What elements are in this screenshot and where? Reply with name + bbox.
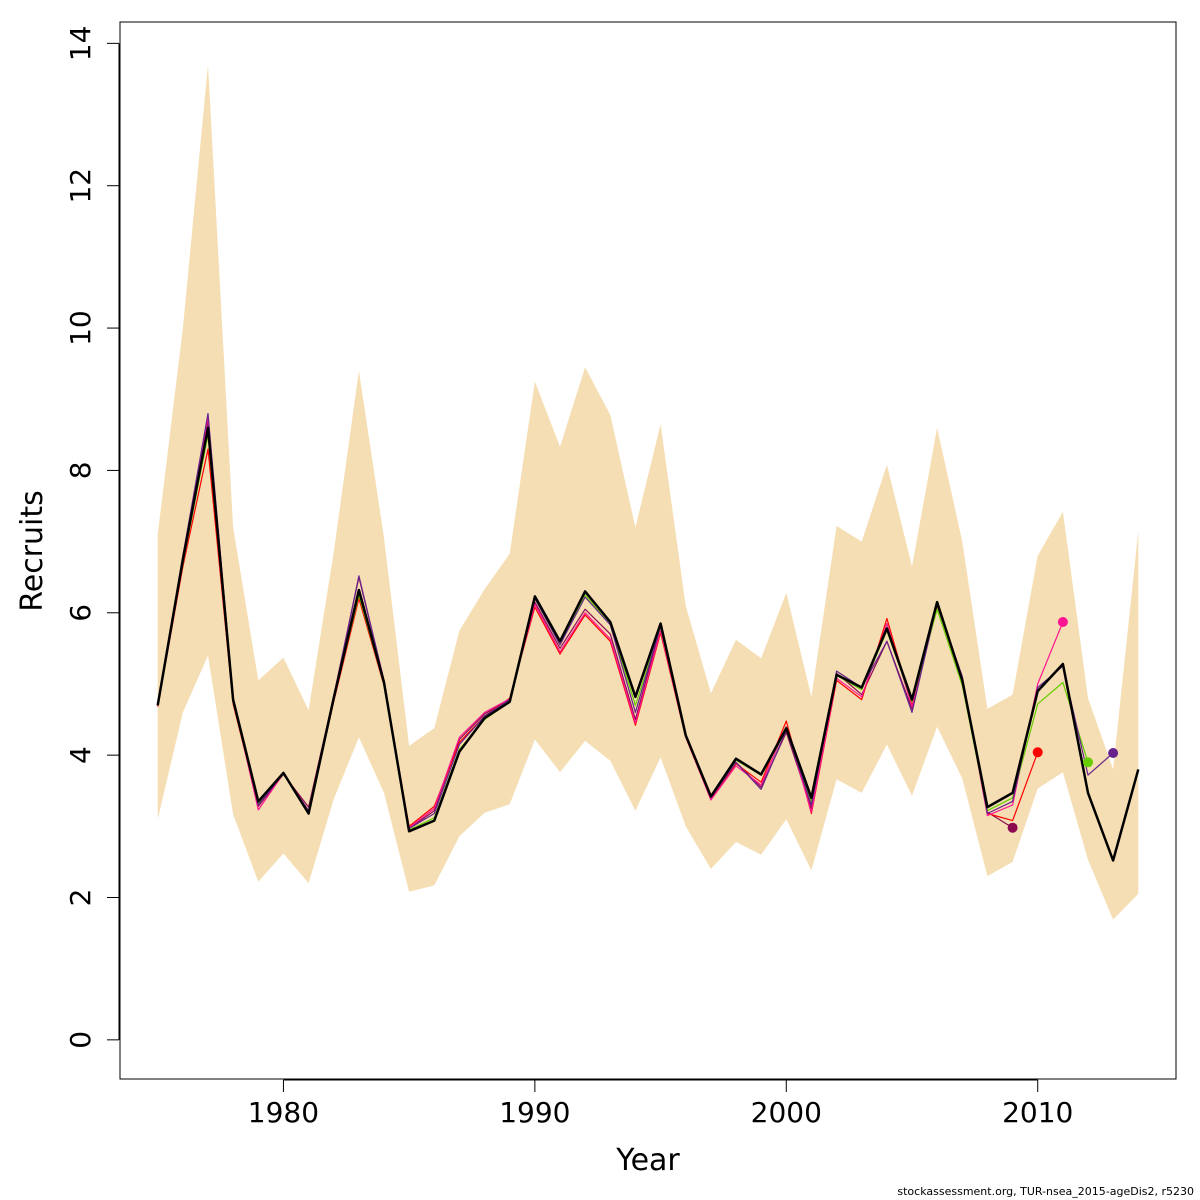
- y-tick-label: 6: [64, 604, 97, 622]
- x-tick-label: 1990: [499, 1096, 570, 1129]
- footer-credit: stockassessment.org, TUR-nsea_2015-ageDi…: [897, 1185, 1194, 1198]
- x-axis-title: Year: [615, 1143, 680, 1178]
- x-tick-label: 2010: [1002, 1096, 1073, 1129]
- y-tick-label: 12: [64, 168, 97, 204]
- series-endpoint-2010: [1032, 747, 1043, 758]
- series-line-2014: [156, 426, 1140, 862]
- series-endpoint-2009: [1007, 822, 1018, 833]
- series-line-2009: [157, 420, 1013, 830]
- series-endpoint-2011: [1057, 617, 1068, 627]
- series-endpoint-2012: [1083, 757, 1093, 768]
- confidence-band: [157, 64, 1139, 920]
- y-axis: 0 2 4 6 8 10 12 14: [64, 26, 120, 1049]
- x-tick-label: 2000: [751, 1096, 822, 1129]
- x-axis: 1980 1990 2000 2010: [248, 1079, 1073, 1129]
- y-tick-label: 2: [64, 889, 97, 907]
- y-tick-label: 8: [64, 461, 97, 479]
- y-axis-title: Recruits: [15, 490, 50, 612]
- y-tick-label: 10: [64, 310, 97, 346]
- series-endpoint-2013: [1108, 748, 1119, 758]
- y-tick-label: 4: [64, 746, 97, 764]
- x-tick-label: 1980: [248, 1096, 319, 1129]
- plot-frame: [119, 21, 1177, 1080]
- y-tick-label: 0: [64, 1031, 97, 1049]
- y-tick-label: 14: [64, 26, 97, 62]
